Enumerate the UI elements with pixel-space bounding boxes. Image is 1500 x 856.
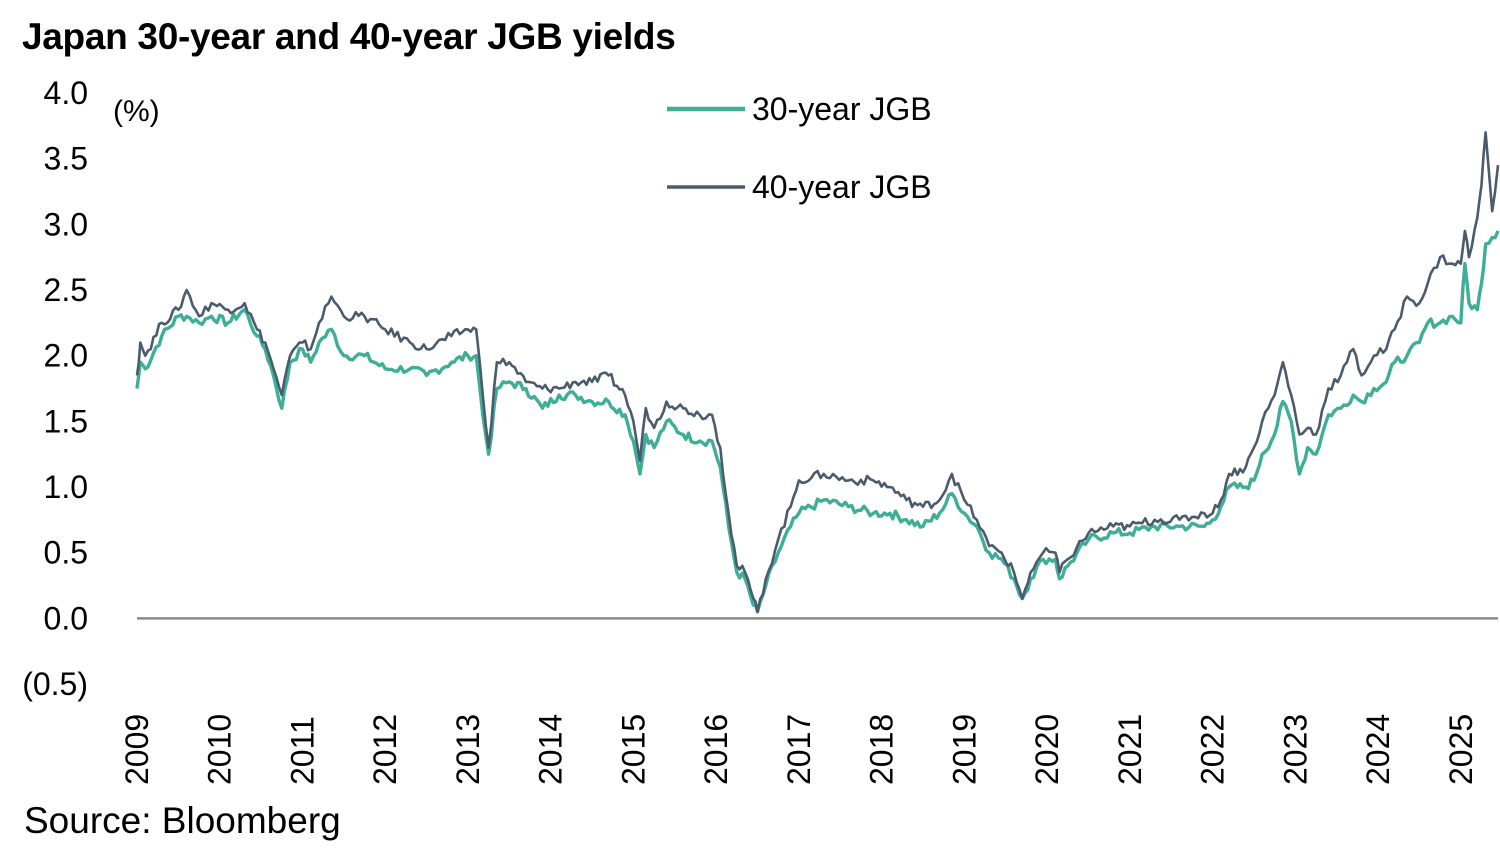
chart-title: Japan 30-year and 40-year JGB yields [22,16,676,57]
legend: 30-year JGB 40-year JGB [667,91,932,205]
x-tick-label: 2013 [450,714,486,785]
series-line-30-year [135,230,1500,614]
x-tick-label: 2025 [1443,714,1479,785]
y-tick-label: 4.0 [44,75,88,111]
x-tick-label: 2021 [1112,714,1148,785]
x-tick-label: 2023 [1277,714,1313,785]
legend-label: 30-year JGB [752,91,932,127]
series-lines [135,131,1500,614]
x-tick-label: 2017 [781,714,817,785]
series-line-40-year [135,131,1500,614]
y-tick-label: 3.5 [44,141,88,177]
y-tick-label: 0.5 [44,535,88,571]
x-tick-label: 2024 [1360,714,1396,785]
x-tick-label: 2010 [202,714,238,785]
x-axis-ticks: 2009 2010 2011 2012 2013 2014 2015 2016 2017 2018… [119,714,1479,785]
y-tick-label: 3.0 [44,206,88,242]
y-tick-label: 1.0 [44,469,88,505]
x-tick-label: 2018 [864,714,900,785]
x-tick-label: 2012 [367,714,403,785]
x-tick-label: 2009 [119,714,155,785]
x-tick-label: 2015 [615,714,651,785]
y-axis-ticks: 4.0 3.5 3.0 2.5 2.0 1.5 1.0 0.5 0.0 (0.5) [22,75,88,702]
x-tick-label: 2022 [1195,714,1231,785]
x-tick-label: 2011 [284,716,320,785]
legend-label: 40-year JGB [752,169,932,205]
y-tick-label: 1.5 [44,403,88,439]
source-note: Source: Bloomberg [24,800,341,841]
x-tick-label: 2016 [698,714,734,785]
x-tick-label: 2014 [533,714,569,785]
y-tick-label: 2.5 [44,272,88,308]
y-tick-label: 0.0 [44,600,88,636]
x-tick-label: 2019 [946,714,982,785]
y-axis-unit-label: (%) [113,95,160,128]
y-tick-label: 2.0 [44,338,88,374]
y-tick-label: (0.5) [22,666,88,702]
x-tick-label: 2020 [1029,714,1065,785]
